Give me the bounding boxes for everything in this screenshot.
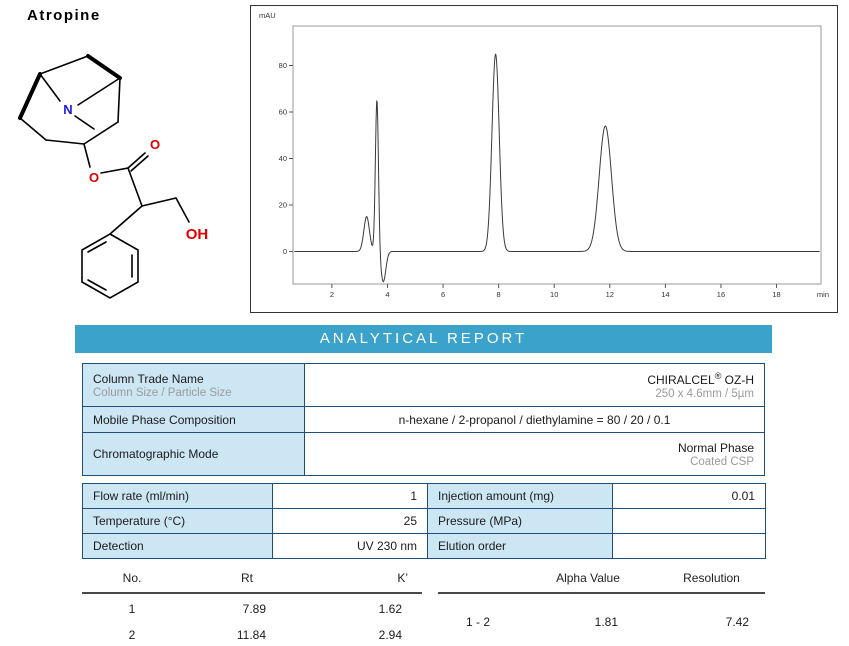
col-header <box>438 566 518 593</box>
cell-label: Mobile Phase Composition <box>82 406 305 433</box>
svg-text:14: 14 <box>661 290 669 299</box>
cell-label: Temperature (°C) <box>82 508 273 534</box>
report-banner: ANALYTICAL REPORT <box>75 325 772 353</box>
svg-text:4: 4 <box>385 290 389 299</box>
value-sub: Coated CSP <box>690 455 754 468</box>
analysis-conditions-table: Column Trade Name Column Size / Particle… <box>82 363 765 476</box>
svg-text:10: 10 <box>550 290 558 299</box>
results-section: No. Rt K’ 1 7.89 1.62 2 11.84 2.94 <box>82 566 765 646</box>
svg-text:6: 6 <box>441 290 445 299</box>
cell-value: CHIRALCEL® OZ-H 250 x 4.6mm / 5µm <box>304 363 765 407</box>
value-sub: 250 x 4.6mm / 5µm <box>655 387 754 400</box>
cell-value: 0.01 <box>612 483 766 509</box>
chromatogram-plot: 2 4 6 8 10 12 14 16 18 0 20 40 60 80 mAU min <box>259 11 829 299</box>
cell-label: Elution order <box>427 533 613 559</box>
cell-value: 25 <box>272 508 428 534</box>
results-header-row: Alpha Value Resolution <box>438 566 765 593</box>
table-row: Flow rate (ml/min) 1 Injection amount (m… <box>82 483 766 509</box>
cell-label: Pressure (MPa) <box>427 508 613 534</box>
separation-results-table: Alpha Value Resolution 1 - 2 1.81 7.42 <box>438 566 765 646</box>
table-row: Chromatographic Mode Normal Phase Coated… <box>82 432 765 476</box>
nitrogen-atom-label: N <box>63 102 72 117</box>
col-header: No. <box>122 571 142 585</box>
value-main: Normal Phase <box>677 440 754 455</box>
col-header: K’ <box>397 571 408 585</box>
table-row: Mobile Phase Composition n-hexane / 2-pr… <box>82 406 765 433</box>
carbonyl-oxygen-label: O <box>150 137 160 152</box>
cell: 1.81 <box>594 615 618 629</box>
col-header: Rt <box>241 571 253 585</box>
cell-label: Column Trade Name Column Size / Particle… <box>82 363 305 407</box>
cell-value <box>612 533 766 559</box>
chromatogram-panel: 2 4 6 8 10 12 14 16 18 0 20 40 60 80 mAU min <box>250 5 838 313</box>
cell: 1 <box>128 602 136 616</box>
compound-name: Atropine <box>27 7 101 24</box>
cell-label: Chromatographic Mode <box>82 432 305 476</box>
retention-results-table: No. Rt K’ 1 7.89 1.62 2 11.84 2.94 <box>82 566 422 646</box>
label-sub: Column Size / Particle Size <box>93 386 232 399</box>
label-main: Column Trade Name <box>93 371 204 386</box>
cell-value: n-hexane / 2-propanol / diethylamine = 8… <box>304 406 765 433</box>
cell-label: Detection <box>82 533 273 559</box>
table-row: Column Trade Name Column Size / Particle… <box>82 363 765 407</box>
cell: 11.84 <box>236 628 266 642</box>
svg-text:60: 60 <box>279 108 287 117</box>
cell-value: 1 <box>272 483 428 509</box>
results-header-row: No. Rt K’ <box>82 566 422 593</box>
cell: 2 <box>128 628 136 642</box>
result-row: 2 11.84 2.94 <box>82 620 422 646</box>
operating-conditions-table: Flow rate (ml/min) 1 Injection amount (m… <box>82 483 766 559</box>
ester-oxygen-label: O <box>89 170 99 185</box>
cell: 7.42 <box>725 615 749 629</box>
table-row: Detection UV 230 nm Elution order <box>82 533 766 559</box>
hydroxyl-group-label: OH <box>186 226 209 243</box>
cell: 7.89 <box>242 602 266 616</box>
result-row: 1 - 2 1.81 7.42 <box>438 593 765 646</box>
cell-label: Injection amount (mg) <box>427 483 613 509</box>
svg-text:8: 8 <box>497 290 501 299</box>
svg-text:80: 80 <box>279 61 287 70</box>
cell-value: UV 230 nm <box>272 533 428 559</box>
svg-text:40: 40 <box>279 154 287 163</box>
table-row: Temperature (°C) 25 Pressure (MPa) <box>82 508 766 534</box>
cell-label: Flow rate (ml/min) <box>82 483 273 509</box>
value-main: CHIRALCEL® OZ-H <box>647 370 754 387</box>
svg-text:12: 12 <box>606 290 614 299</box>
cell-value <box>612 508 766 534</box>
svg-text:min: min <box>817 290 829 299</box>
svg-text:mAU: mAU <box>259 11 276 20</box>
svg-text:2: 2 <box>330 290 334 299</box>
cell-value: Normal Phase Coated CSP <box>304 432 765 476</box>
col-header: Alpha Value <box>556 571 620 585</box>
svg-text:18: 18 <box>772 290 780 299</box>
col-header: Resolution <box>683 571 740 585</box>
svg-text:16: 16 <box>717 290 725 299</box>
svg-text:20: 20 <box>279 200 287 209</box>
registered-mark: ® <box>714 370 722 381</box>
molecule-structure: N O O OH <box>18 54 209 299</box>
result-row: 1 7.89 1.62 <box>82 593 422 620</box>
cell: 2.94 <box>378 628 402 642</box>
cell: 1 - 2 <box>465 615 490 629</box>
svg-text:0: 0 <box>283 247 287 256</box>
cell: 1.62 <box>378 602 402 616</box>
